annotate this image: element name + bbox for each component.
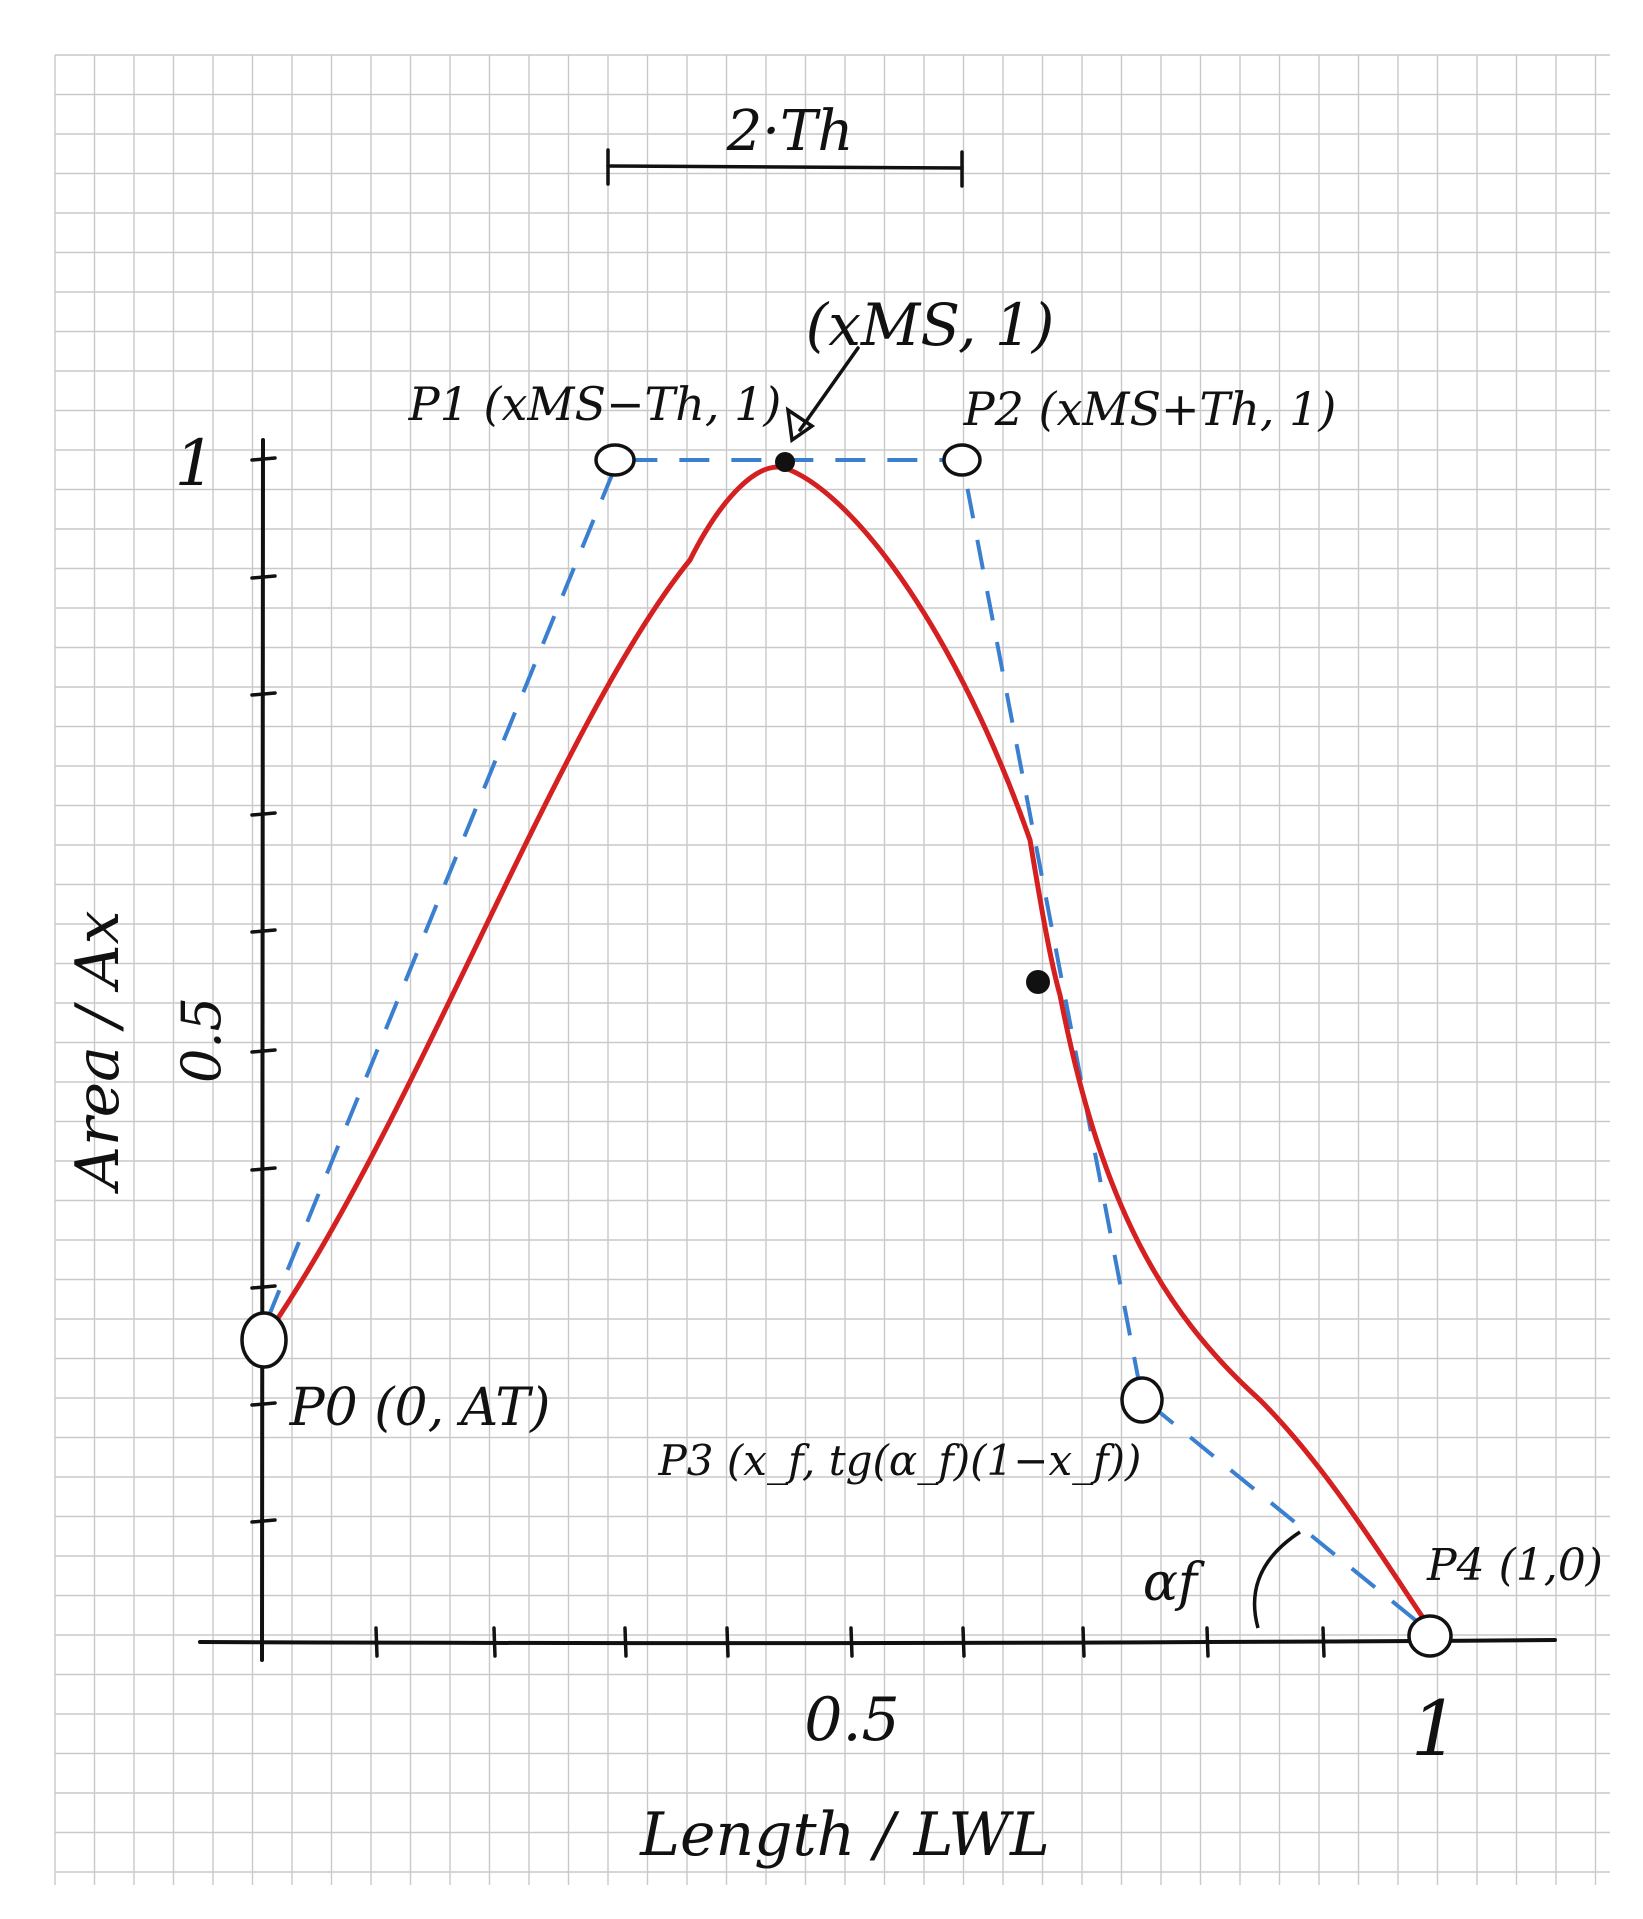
p1-point <box>594 443 636 477</box>
p0-label: P0 (0, AT) <box>289 1378 551 1438</box>
x-tick <box>492 1626 497 1658</box>
peak-dot <box>775 452 795 472</box>
p4-label: P4 (1,0) <box>1426 1540 1603 1591</box>
x-axis <box>198 1638 1557 1646</box>
graph-paper <box>55 55 1610 1885</box>
y-axis-title: Area / Ax <box>63 911 133 1195</box>
x-tick <box>1321 1626 1326 1658</box>
x-tick <box>623 1626 628 1658</box>
x-tick <box>1081 1626 1086 1658</box>
y-tick <box>250 1048 277 1054</box>
x-tick-label-1: 1 <box>1411 1684 1459 1773</box>
x-ticks <box>374 1626 1326 1658</box>
sectional-area-curve <box>267 464 1433 1631</box>
x-axis-title: Length / LWL <box>639 1800 1050 1870</box>
p3-label: P3 (x_f, tg(α_f)(1−x_f)) <box>658 1436 1142 1485</box>
peak-arrow <box>785 346 860 444</box>
x-tick <box>849 1626 854 1658</box>
p0-point <box>240 1311 288 1369</box>
y-tick-label-half: 0.5 <box>170 997 233 1083</box>
y-ticks <box>250 456 277 1524</box>
x-tick <box>961 1626 966 1658</box>
p1-label: P1 (xMS−Th, 1) <box>408 377 782 431</box>
y-tick <box>250 574 277 580</box>
p3-point <box>1120 1376 1164 1424</box>
y-tick <box>250 691 277 697</box>
angle-arc <box>1252 1530 1301 1629</box>
inflection-dot <box>1026 970 1050 994</box>
arrow-head <box>785 406 816 444</box>
y-tick <box>250 811 277 817</box>
x-tick <box>374 1626 379 1658</box>
y-axis <box>259 438 265 1662</box>
y-tick <box>250 456 277 462</box>
p2-point <box>942 443 982 477</box>
p4-point <box>1407 1614 1453 1658</box>
y-tick <box>250 1166 277 1172</box>
p2-label: P2 (xMS+Th, 1) <box>963 382 1337 436</box>
x-tick-label-half: 0.5 <box>804 1685 899 1755</box>
peak-label: (xMS, 1) <box>806 291 1055 359</box>
y-tick <box>250 1284 277 1290</box>
arrow-shaft <box>798 346 860 432</box>
y-tick <box>250 1401 277 1407</box>
y-tick-label-1: 1 <box>175 427 216 501</box>
x-tick <box>1205 1626 1210 1658</box>
x-tick <box>725 1626 730 1658</box>
dimension-line <box>606 164 964 170</box>
width-dimension-label: 2·Th <box>726 99 854 164</box>
y-tick <box>250 1518 277 1524</box>
y-tick <box>250 928 277 934</box>
angle-label: αf <box>1143 1553 1205 1613</box>
width-dimension <box>606 148 964 188</box>
